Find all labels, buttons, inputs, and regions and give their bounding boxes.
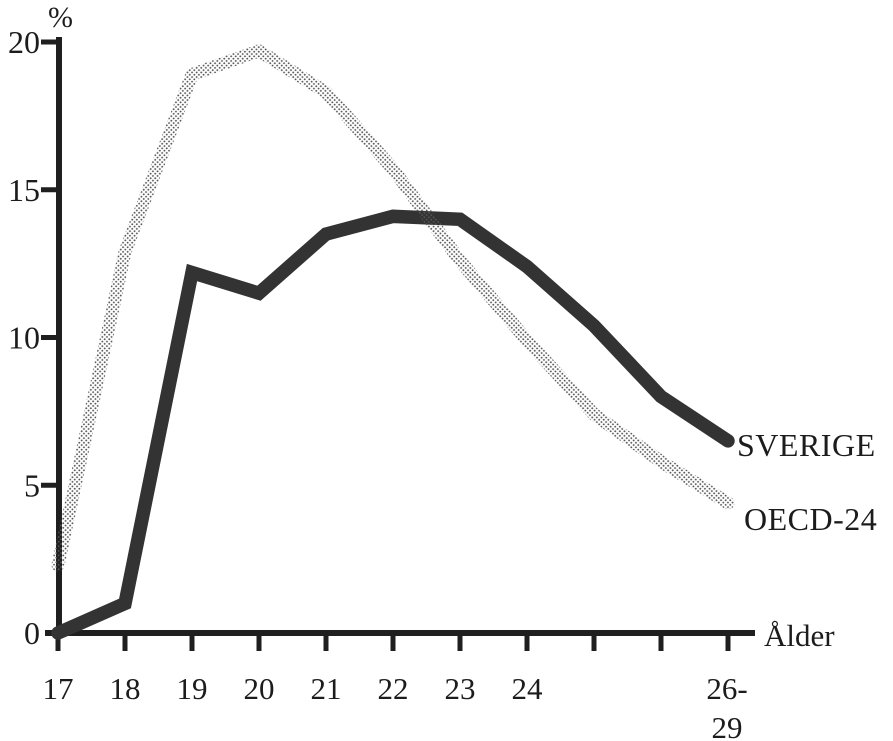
x-axis-tick-labels: 17 18 19 20 21 22 23 24 26- 29 <box>43 671 748 741</box>
oecd-24-series-label: OECD-24 <box>744 501 877 537</box>
y-tick-label: 5 <box>24 467 40 503</box>
y-axis-unit-label: % <box>48 1 73 34</box>
oecd-24-series-line <box>51 44 735 572</box>
x-tick-label: 26- <box>706 671 747 706</box>
x-tick-label: 18 <box>110 671 141 706</box>
x-tick-label: 21 <box>311 671 342 706</box>
sverige-series-line <box>51 209 735 640</box>
x-tick-label: 29 <box>712 710 743 741</box>
x-tick-label: 23 <box>445 671 476 706</box>
x-tick-label: 24 <box>512 671 544 706</box>
x-axis-title: Ålder <box>764 618 835 653</box>
y-axis-tick-labels: 20 15 10 5 0 <box>8 24 40 651</box>
x-tick-label: 22 <box>378 671 409 706</box>
x-tick-label: 20 <box>244 671 275 706</box>
x-tick-label: 17 <box>43 671 74 706</box>
sverige-series-label: SVERIGE <box>737 427 876 463</box>
y-tick-label: 0 <box>24 615 40 651</box>
x-tick-label: 19 <box>177 671 208 706</box>
y-tick-label: 20 <box>8 24 40 60</box>
y-tick-label: 10 <box>8 320 40 356</box>
x-axis-ticks <box>55 631 731 651</box>
y-axis-ticks <box>41 39 59 488</box>
y-tick-label: 15 <box>8 172 40 208</box>
